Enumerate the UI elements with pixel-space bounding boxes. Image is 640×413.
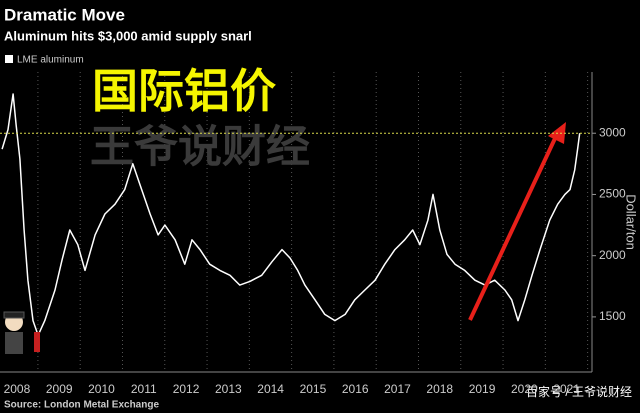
source: Source: London Metal Exchange (4, 400, 159, 411)
x-tick-label: 2019 (469, 382, 496, 396)
chart-title: Dramatic Move (4, 5, 125, 24)
legend-swatch (5, 55, 13, 63)
cartoon-figure (3, 311, 40, 354)
plot-area (0, 72, 592, 372)
x-tick-label: 2016 (342, 382, 369, 396)
x-tick-label: 2014 (257, 382, 284, 396)
y-tick-label: 3000 (599, 125, 626, 139)
watermark: 王爷说财经 (90, 123, 310, 172)
x-tick-label: 2017 (384, 382, 411, 396)
y-tick-label: 1500 (599, 309, 626, 323)
price-line (1, 93, 581, 337)
x-tick-label: 2011 (131, 382, 157, 396)
y-tick-label: 2500 (599, 187, 626, 201)
x-tick-label: 2008 (4, 382, 31, 396)
legend-label: LME aluminum (17, 55, 84, 66)
x-tick-label: 2021 (553, 382, 580, 396)
x-tick-label: 2010 (88, 382, 115, 396)
x-tick-label: 2020 (511, 382, 538, 396)
chart-subtitle: Aluminum hits $3,000 amid supply snarl (4, 28, 252, 43)
y-axis-label: Dollar/ton (624, 194, 639, 250)
x-tick-label: 2013 (215, 382, 242, 396)
platform-credit: 百家号 / 王爷说财经 (526, 384, 632, 399)
x-tick-label: 2018 (426, 382, 453, 396)
y-tick-label: 2000 (599, 248, 626, 262)
x-tick-label: 2012 (173, 382, 200, 396)
overlay-text: 国际铝价 (92, 65, 276, 117)
x-tick-label: 2015 (300, 382, 327, 396)
x-tick-label: 2009 (46, 382, 73, 396)
